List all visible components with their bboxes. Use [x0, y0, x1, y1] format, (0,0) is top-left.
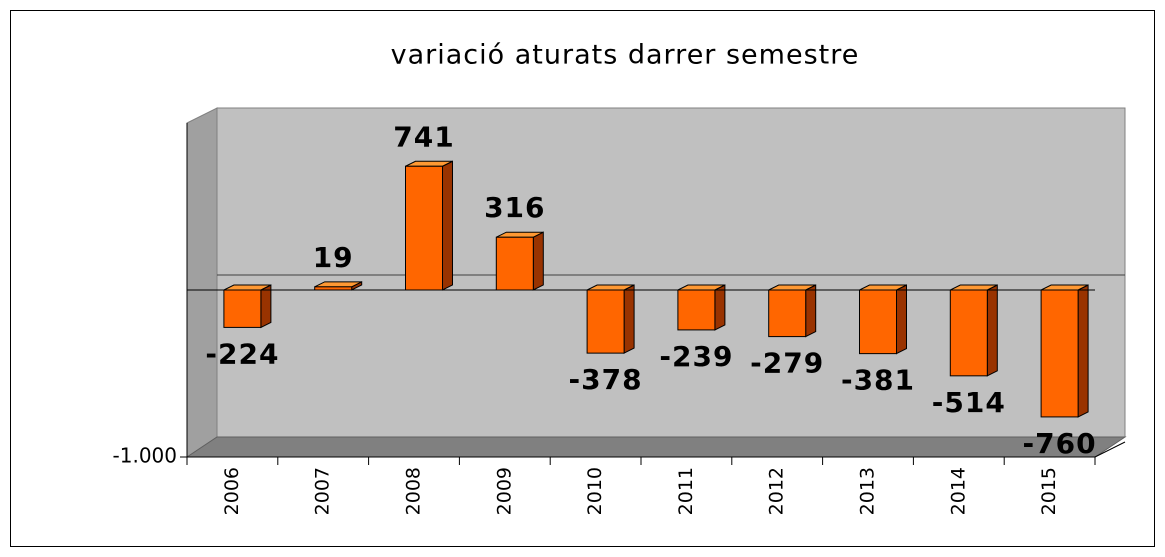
x-tick-label: 2015	[1038, 467, 1060, 515]
x-axis-depth	[1094, 441, 1126, 458]
x-tick-label: 2013	[857, 467, 879, 515]
bar	[1040, 289, 1079, 418]
x-tick-label: 2010	[584, 467, 606, 515]
data-label: -514	[932, 386, 1006, 419]
bar-side	[623, 284, 635, 354]
bar-side	[442, 160, 453, 291]
x-tick-label: 2011	[675, 467, 697, 515]
x-tick-label: 2012	[766, 467, 788, 515]
x-tick-label: 2006	[221, 467, 243, 515]
bar-side	[986, 284, 998, 377]
x-tick-label: 2007	[312, 467, 334, 515]
data-label: -378	[569, 363, 643, 396]
bar	[677, 289, 716, 331]
bar	[586, 289, 625, 354]
y-tick-label: -1.000	[113, 444, 177, 468]
bar	[405, 165, 443, 291]
bar	[223, 289, 262, 328]
data-label: 19	[313, 241, 354, 274]
bar	[859, 289, 897, 355]
data-label: 316	[484, 191, 545, 224]
bar-side	[896, 284, 907, 355]
bar-side	[1077, 284, 1089, 418]
bar	[949, 289, 988, 377]
data-label: -224	[205, 337, 279, 370]
bar-side	[260, 284, 272, 329]
bar	[495, 236, 534, 291]
data-label: -381	[841, 364, 915, 397]
x-tick-label: 2014	[947, 467, 969, 515]
floor	[185, 436, 1127, 458]
data-label: -760	[1023, 427, 1097, 460]
bar-side	[714, 284, 726, 331]
bar	[768, 289, 807, 338]
data-label: 741	[393, 120, 454, 153]
x-tick-label: 2008	[403, 467, 425, 515]
x-tick-label: 2009	[493, 467, 515, 515]
bar-side	[532, 231, 544, 291]
data-label: -279	[750, 347, 824, 380]
bar-side	[805, 284, 817, 338]
chart-title: variació aturats darrer semestre	[391, 40, 860, 71]
data-label: -239	[659, 340, 733, 373]
side-wall	[186, 107, 218, 458]
